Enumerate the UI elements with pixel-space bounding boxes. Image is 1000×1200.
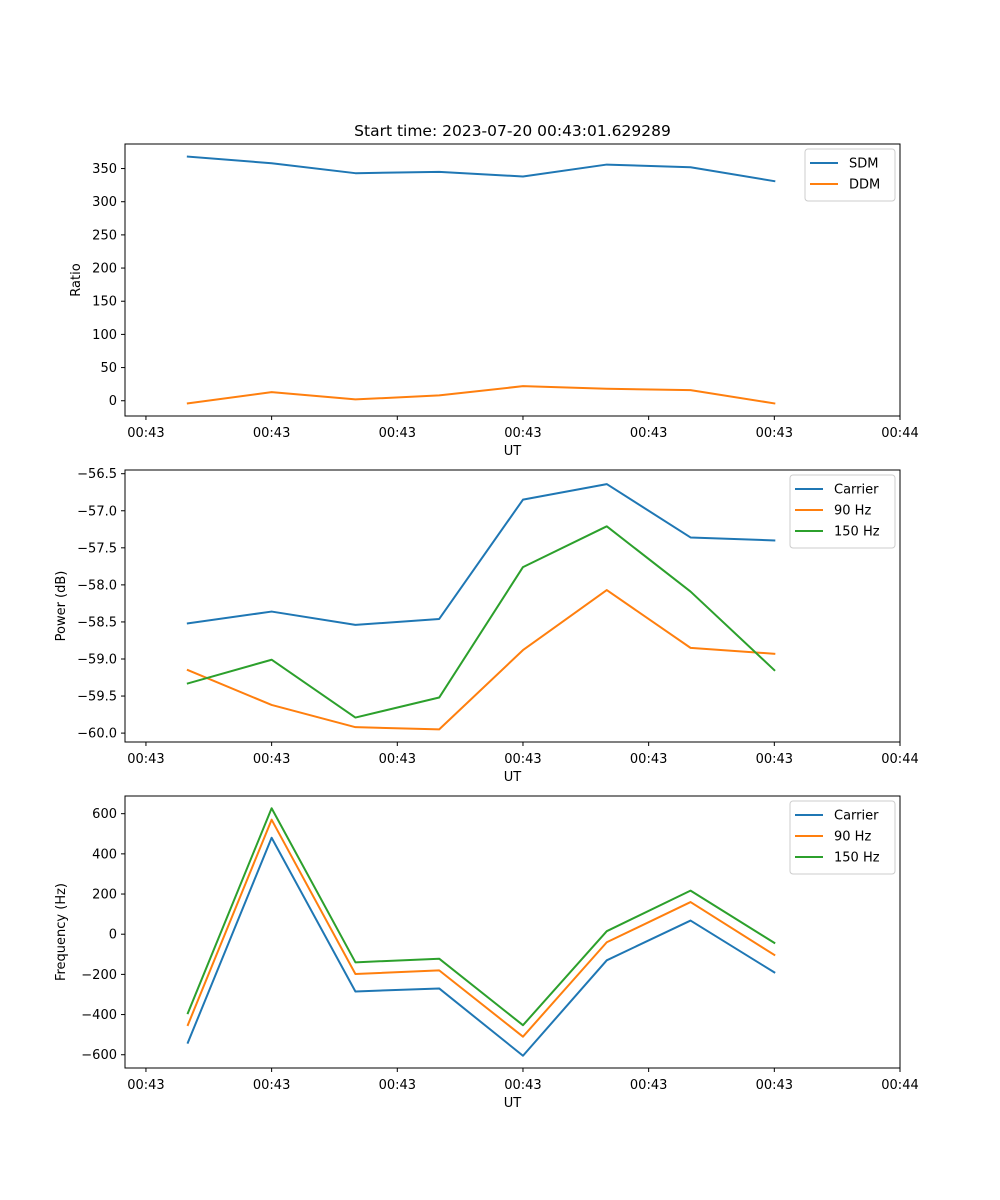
- y-tick-label: −59.5: [77, 690, 117, 705]
- legend: Carrier 90 Hz 150 Hz: [789, 800, 896, 875]
- y-tick-label: 350: [92, 162, 117, 177]
- x-tick-label: 00:44: [881, 426, 918, 441]
- y-tick-label: −600: [81, 1048, 117, 1063]
- x-tick-label: 00:43: [253, 752, 290, 767]
- y-tick-label: 400: [92, 847, 117, 862]
- axes-frame: [124, 143, 901, 417]
- y-tick-label: −57.0: [77, 504, 117, 519]
- chart-panel-3: 00:43 00:43 00:43 00:43 00:43 00:43 00:44 −600 −…: [54, 795, 919, 1111]
- chart-panel-1: 00:43 00:43 00:43 00:43 00:43 00:43 00:44 0 50 10…: [69, 143, 919, 459]
- y-axis-label: Power (dB): [54, 571, 69, 642]
- x-tick-label: 00:43: [630, 426, 667, 441]
- series-line-150-hz: [186, 525, 776, 719]
- chart-panel-2: 00:43 00:43 00:43 00:43 00:43 00:43 00:44 −60.0…: [54, 467, 919, 785]
- x-tick-label: 00:43: [756, 426, 793, 441]
- x-axis-label: UT: [504, 770, 522, 785]
- axes-frame: [124, 469, 901, 743]
- legend-label: 150 Hz: [834, 525, 880, 540]
- x-tick-label: 00:44: [881, 1078, 918, 1093]
- y-tick-label: 600: [92, 807, 117, 822]
- series-line-ddm: [186, 385, 776, 405]
- legend-label: 150 Hz: [834, 851, 880, 866]
- y-tick-label: 200: [92, 888, 117, 903]
- legend-label: Carrier: [834, 483, 879, 498]
- figure-title: Start time: 2023-07-20 00:43:01.629289: [354, 122, 671, 140]
- y-tick-label: −200: [81, 968, 117, 983]
- axes-frame: [124, 795, 901, 1069]
- legend-label: Carrier: [834, 809, 879, 824]
- panels: 00:43 00:43 00:43 00:43 00:43 00:43 00:44 0 50 10…: [54, 143, 919, 1111]
- y-tick-label: 0: [109, 394, 117, 409]
- x-tick-label: 00:43: [379, 752, 416, 767]
- legend-label: 90 Hz: [834, 830, 871, 845]
- y-tick-label: 100: [92, 328, 117, 343]
- legend: SDM DDM: [804, 148, 896, 202]
- legend-frame: [789, 474, 896, 549]
- series-line-90-hz: [186, 589, 776, 731]
- y-tick-label: 150: [92, 295, 117, 310]
- x-tick-label: 00:43: [630, 752, 667, 767]
- x-axis-label: UT: [504, 444, 522, 459]
- legend-label: DDM: [849, 178, 880, 193]
- series-line-150-hz: [186, 807, 776, 1027]
- x-tick-label: 00:43: [756, 1078, 793, 1093]
- y-tick-label: 300: [92, 195, 117, 210]
- x-tick-label: 00:44: [881, 752, 918, 767]
- y-tick-label: −59.0: [77, 652, 117, 667]
- x-tick-label: 00:43: [630, 1078, 667, 1093]
- x-tick-label: 00:43: [756, 752, 793, 767]
- legend-label: 90 Hz: [834, 504, 871, 519]
- y-tick-label: 0: [109, 928, 117, 943]
- series-line-sdm: [186, 155, 776, 183]
- x-tick-label: 00:43: [504, 1078, 541, 1093]
- y-axis-label: Frequency (Hz): [54, 883, 69, 981]
- x-tick-label: 00:43: [127, 752, 164, 767]
- x-tick-label: 00:43: [127, 426, 164, 441]
- x-tick-label: 00:43: [379, 1078, 416, 1093]
- y-tick-label: −58.0: [77, 578, 117, 593]
- series-line-carrier: [186, 836, 776, 1057]
- y-tick-label: −400: [81, 1008, 117, 1023]
- series-line-90-hz: [186, 818, 776, 1038]
- y-tick-label: 250: [92, 228, 117, 243]
- x-tick-label: 00:43: [379, 426, 416, 441]
- y-tick-label: −57.5: [77, 541, 117, 556]
- y-tick-label: −60.0: [77, 727, 117, 742]
- x-tick-label: 00:43: [504, 426, 541, 441]
- legend-frame: [789, 800, 896, 875]
- y-tick-label: −56.5: [77, 467, 117, 482]
- y-axis-label: Ratio: [69, 263, 84, 296]
- x-tick-label: 00:43: [253, 426, 290, 441]
- y-tick-label: −58.5: [77, 615, 117, 630]
- y-tick-label: 200: [92, 262, 117, 277]
- x-tick-label: 00:43: [127, 1078, 164, 1093]
- series-line-carrier: [186, 483, 776, 626]
- y-tick-label: 50: [100, 361, 117, 376]
- x-axis-label: UT: [504, 1096, 522, 1111]
- x-tick-label: 00:43: [253, 1078, 290, 1093]
- x-tick-label: 00:43: [504, 752, 541, 767]
- legend-label: SDM: [849, 157, 878, 172]
- legend: Carrier 90 Hz 150 Hz: [789, 474, 896, 549]
